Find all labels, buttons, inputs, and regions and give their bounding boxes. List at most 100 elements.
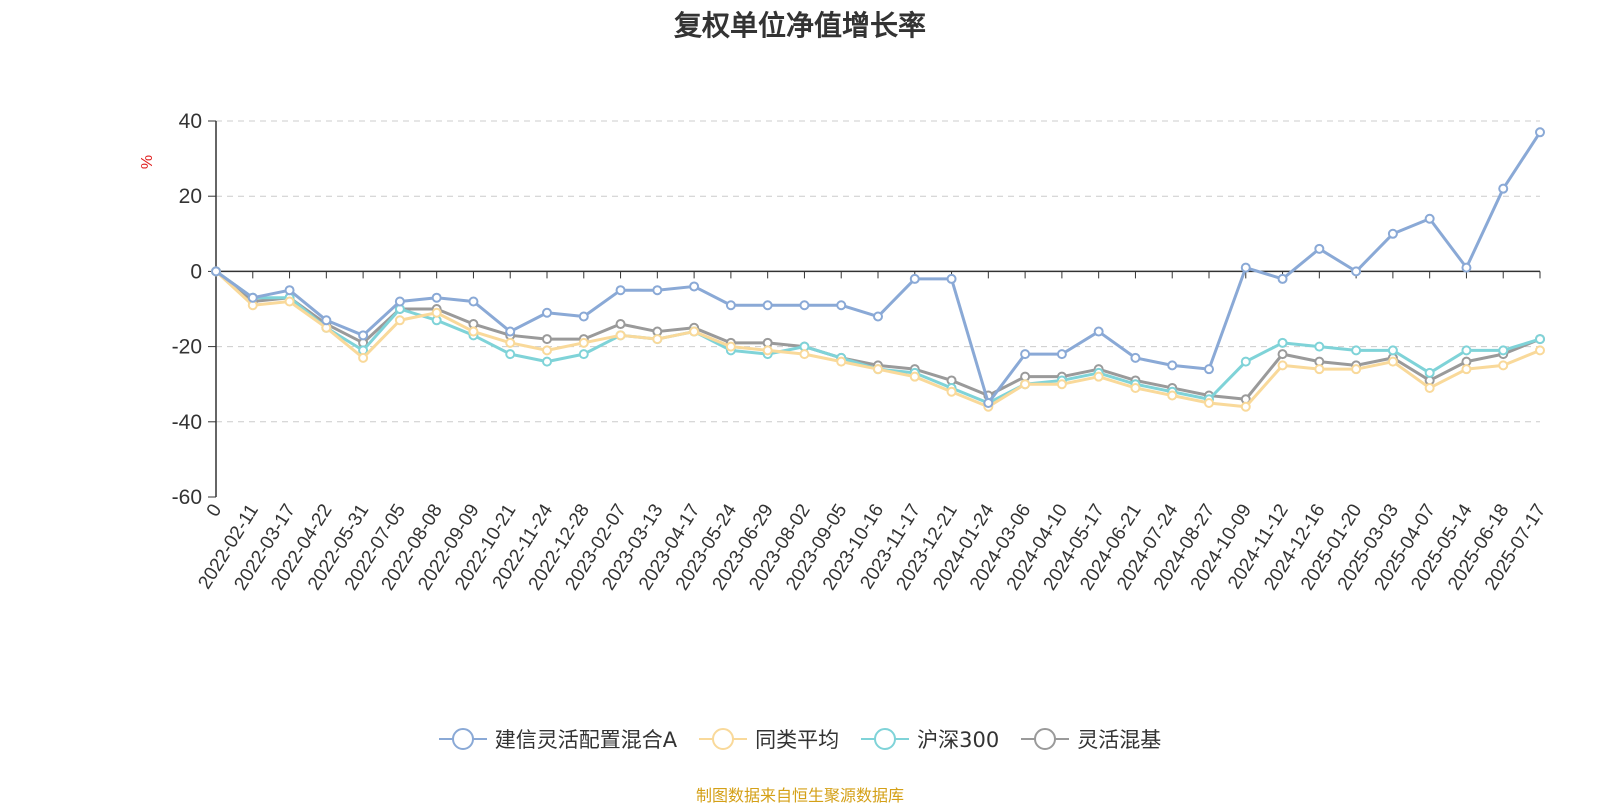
data-point xyxy=(1093,326,1104,337)
data-point xyxy=(1277,273,1288,284)
data-point xyxy=(1314,341,1325,352)
data-point xyxy=(1240,262,1251,273)
y-tick-label: 20 xyxy=(179,185,202,208)
data-point xyxy=(578,337,589,348)
series-line xyxy=(215,270,1541,405)
data-point xyxy=(1020,379,1031,390)
data-point xyxy=(1424,367,1435,378)
legend-item[interactable]: 同类平均 xyxy=(699,724,839,754)
data-point xyxy=(1498,345,1509,356)
chart-title: 复权单位净值增长率 xyxy=(673,9,926,42)
data-point xyxy=(762,300,773,311)
data-point xyxy=(909,273,920,284)
data-point xyxy=(1130,352,1141,363)
y-tick-label: 40 xyxy=(179,110,202,133)
legend-label: 建信灵活配置混合A xyxy=(494,728,678,752)
y-tick-label: -20 xyxy=(172,336,202,359)
legend-item[interactable]: 建信灵活配置混合A xyxy=(438,724,678,754)
data-point xyxy=(321,315,332,326)
data-point xyxy=(1056,349,1067,360)
series-灵活混基 xyxy=(211,266,1545,405)
data-point xyxy=(725,341,736,352)
data-point xyxy=(578,311,589,322)
data-point xyxy=(799,349,810,360)
data-point xyxy=(1020,349,1031,360)
data-point xyxy=(468,296,479,307)
legend-swatch-icon xyxy=(699,727,748,751)
y-tick-label: 0 xyxy=(190,260,202,283)
data-point xyxy=(1387,356,1398,367)
x-tick-label: 0 xyxy=(203,501,226,521)
data-point xyxy=(1498,183,1509,194)
data-point xyxy=(1461,262,1472,273)
data-point xyxy=(1130,382,1141,393)
legend-item[interactable]: 沪深300 xyxy=(861,724,999,754)
data-point xyxy=(1277,337,1288,348)
data-point xyxy=(689,281,700,292)
data-point xyxy=(1387,345,1398,356)
legend: 建信灵活配置混合A 同类平均 沪深300 灵活混基 xyxy=(0,724,1600,754)
data-point xyxy=(1240,401,1251,412)
legend-swatch-icon xyxy=(438,727,487,751)
data-point xyxy=(1167,360,1178,371)
data-point xyxy=(799,300,810,311)
data-point xyxy=(1056,379,1067,390)
data-point xyxy=(284,296,295,307)
data-point xyxy=(1167,390,1178,401)
y-tick-label: -60 xyxy=(172,486,202,509)
data-point xyxy=(358,330,369,341)
data-point xyxy=(873,311,883,322)
data-point xyxy=(542,334,552,345)
data-point xyxy=(284,285,295,296)
data-point xyxy=(394,296,405,307)
data-point xyxy=(1351,364,1362,375)
data-point xyxy=(505,326,516,337)
legend-swatch-icon xyxy=(1021,727,1070,751)
y-tick-label: -40 xyxy=(172,411,202,434)
legend-swatch-icon xyxy=(861,727,910,751)
data-point xyxy=(468,326,479,337)
legend-label: 灵活混基 xyxy=(1077,728,1162,752)
data-point xyxy=(1424,213,1435,224)
data-point xyxy=(578,349,589,360)
source-note: 制图数据来自恒生聚源数据库 xyxy=(695,786,904,805)
data-point xyxy=(1535,334,1545,345)
data-point xyxy=(946,273,957,284)
data-point xyxy=(725,300,736,311)
data-point xyxy=(652,285,663,296)
data-point xyxy=(1093,371,1104,382)
data-point xyxy=(689,326,700,337)
series-layer xyxy=(211,127,1545,412)
data-point xyxy=(431,292,442,303)
data-point xyxy=(615,330,626,341)
data-point xyxy=(1424,382,1435,393)
series-沪深300 xyxy=(211,266,1545,408)
data-point xyxy=(1498,360,1509,371)
data-point xyxy=(836,300,847,311)
data-point xyxy=(615,319,626,330)
legend-item[interactable]: 灵活混基 xyxy=(1021,724,1161,754)
data-point xyxy=(1535,345,1545,356)
data-point xyxy=(652,334,663,345)
data-point xyxy=(946,386,957,397)
data-point xyxy=(762,345,773,356)
series-line xyxy=(214,270,1541,409)
data-point xyxy=(873,364,883,375)
data-point xyxy=(211,266,221,277)
data-point xyxy=(505,337,516,348)
legend-label: 同类平均 xyxy=(755,728,840,752)
series-建信灵活配置混合A xyxy=(211,127,1545,408)
data-point xyxy=(1240,356,1251,367)
data-point xyxy=(542,307,552,318)
data-point xyxy=(1535,127,1545,138)
data-point xyxy=(1461,364,1472,375)
y-axis-label: % xyxy=(139,155,156,169)
data-point xyxy=(505,349,516,360)
data-point xyxy=(358,352,369,363)
series-同类平均 xyxy=(211,266,1545,412)
data-point xyxy=(1314,364,1325,375)
data-point xyxy=(836,356,847,367)
data-point xyxy=(542,356,552,367)
data-point xyxy=(983,398,994,408)
